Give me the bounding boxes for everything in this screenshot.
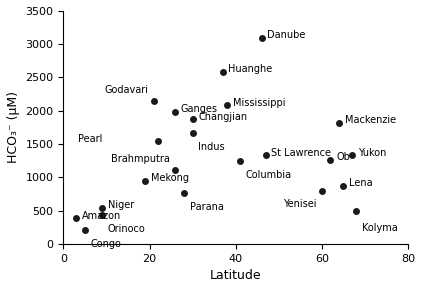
Text: Changjian: Changjian [198,112,247,122]
Text: Columbia: Columbia [246,170,292,180]
Text: Ganges: Ganges [181,104,218,114]
Point [99,213,106,218]
Text: Lena: Lena [349,178,373,188]
Point [258,35,265,40]
Text: Brahmputra: Brahmputra [111,154,170,164]
Point [237,159,243,164]
Point [73,216,80,221]
Text: Ob: Ob [336,152,350,162]
Text: Congo: Congo [90,239,121,249]
Text: Indus: Indus [198,142,225,151]
Text: Pearl: Pearl [78,134,103,144]
Point [353,209,360,214]
Point [219,70,226,75]
Text: Orinoco: Orinoco [108,224,146,234]
Text: Parana: Parana [189,202,223,212]
Point [181,191,187,196]
Text: Danube: Danube [267,30,306,40]
Point [327,158,334,162]
X-axis label: Latitude: Latitude [210,269,262,282]
Point [189,117,196,122]
Text: St Lawrence: St Lawrence [271,147,331,158]
Point [189,130,196,135]
Text: Mississippi: Mississippi [233,98,285,108]
Text: Kolyma: Kolyma [362,223,398,233]
Text: Huanghe: Huanghe [228,64,273,74]
Y-axis label: HCO₃⁻ (μM): HCO₃⁻ (μM) [7,91,20,163]
Text: Amazon: Amazon [82,211,121,221]
Point [172,110,179,114]
Point [150,99,157,103]
Point [340,184,347,188]
Text: Yukon: Yukon [357,147,386,158]
Point [155,139,162,144]
Point [81,228,88,233]
Point [319,188,325,193]
Text: Niger: Niger [108,200,134,210]
Point [172,168,179,172]
Text: Godavari: Godavari [104,85,148,95]
Text: Mekong: Mekong [151,173,189,183]
Point [142,178,149,183]
Point [224,103,230,108]
Point [99,205,106,210]
Text: Mackenzie: Mackenzie [345,115,396,125]
Text: Yenisei: Yenisei [283,199,316,210]
Point [335,121,342,125]
Point [349,153,355,158]
Point [262,153,269,158]
